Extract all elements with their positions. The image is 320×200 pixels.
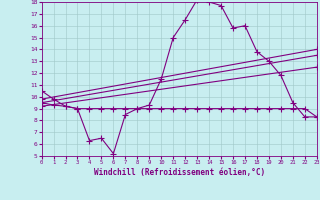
X-axis label: Windchill (Refroidissement éolien,°C): Windchill (Refroidissement éolien,°C) — [94, 168, 265, 177]
